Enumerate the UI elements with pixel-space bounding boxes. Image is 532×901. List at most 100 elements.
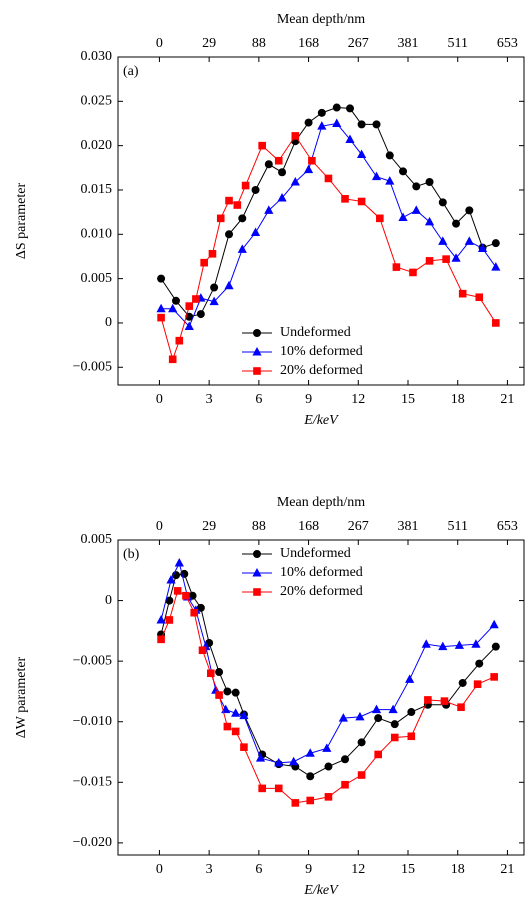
marker (231, 688, 240, 697)
marker (174, 558, 184, 567)
marker (411, 205, 421, 214)
x-tick-label: 18 (451, 862, 465, 877)
legend-marker (252, 347, 262, 356)
y-tick-label: 0.005 (81, 271, 113, 286)
marker (215, 691, 223, 699)
marker (392, 263, 401, 271)
marker (477, 243, 488, 252)
marker (407, 732, 416, 741)
marker (372, 120, 381, 129)
x-tick-label: 3 (206, 862, 213, 877)
marker (251, 185, 260, 194)
marker (438, 641, 448, 651)
marker (241, 181, 250, 190)
marker (231, 727, 240, 736)
y-tick-label: −0.010 (73, 714, 112, 729)
marker (390, 733, 399, 742)
marker (200, 258, 208, 267)
marker (196, 603, 205, 612)
panel-label: (a) (123, 64, 139, 79)
marker (341, 755, 350, 764)
marker (451, 253, 461, 262)
marker (371, 171, 382, 181)
y-tick-label: −0.015 (73, 775, 112, 790)
marker (258, 784, 266, 793)
x-tick-label: 18 (451, 392, 465, 407)
marker (224, 280, 234, 290)
marker (231, 708, 241, 717)
marker (274, 156, 283, 165)
x2-tick-label: 29 (202, 36, 216, 51)
x-tick-label: 6 (255, 392, 262, 407)
x-tick-label: 15 (401, 392, 415, 407)
series-line (160, 590, 495, 804)
legend-label: 10% deformed (280, 565, 363, 580)
marker (291, 132, 300, 140)
x2-tick-label: 0 (156, 36, 163, 51)
marker (332, 118, 342, 127)
marker (424, 696, 432, 704)
x2-tick-label: 168 (298, 519, 319, 534)
marker (357, 149, 367, 159)
marker (385, 176, 395, 185)
marker (425, 257, 434, 265)
marker (475, 659, 484, 668)
legend-marker (252, 568, 262, 577)
marker (215, 668, 224, 677)
marker (491, 642, 500, 651)
legend-label: Undeformed (280, 325, 351, 340)
x2-tick-label: 511 (447, 36, 467, 51)
marker (196, 310, 205, 319)
y-tick-label: 0.005 (81, 532, 113, 547)
marker (185, 302, 194, 310)
x2-tick-label: 88 (252, 519, 266, 534)
marker (237, 244, 247, 253)
series-line (160, 107, 496, 318)
marker (264, 205, 274, 214)
x2-tick-label: 653 (497, 36, 518, 51)
x2-tick-label: 511 (447, 519, 467, 534)
marker (168, 355, 177, 364)
marker (305, 748, 315, 757)
series-line (161, 122, 497, 328)
marker (223, 687, 232, 696)
marker (442, 255, 450, 263)
marker (209, 296, 219, 306)
marker (165, 596, 174, 605)
y-tick-label: −0.005 (73, 359, 112, 374)
marker (424, 216, 435, 226)
x2-tick-label: 381 (398, 36, 419, 51)
x-tick-label: 0 (156, 392, 163, 407)
marker (166, 574, 176, 584)
marker (225, 230, 234, 239)
marker (239, 710, 249, 720)
marker (240, 743, 248, 751)
x2-tick-label: 267 (348, 519, 369, 534)
marker (304, 118, 313, 127)
x-tick-label: 0 (156, 862, 163, 877)
marker (291, 799, 300, 807)
x2-tick-label: 29 (202, 519, 216, 534)
marker (317, 121, 327, 130)
marker (371, 704, 382, 714)
legend-label: 10% deformed (280, 344, 363, 359)
marker (454, 640, 464, 649)
marker (475, 293, 484, 302)
marker (457, 703, 465, 711)
marker (175, 336, 184, 345)
marker (407, 708, 416, 717)
x-tick-label: 6 (255, 862, 262, 877)
marker (388, 704, 398, 714)
marker (491, 239, 500, 248)
marker (308, 156, 316, 165)
legend-label: Undeformed (280, 546, 351, 561)
marker (306, 796, 315, 805)
x-tick-label: 9 (305, 392, 312, 407)
marker (277, 192, 287, 202)
marker (412, 182, 421, 191)
marker (182, 591, 190, 600)
marker (198, 646, 207, 655)
x-axis-label: E/keV (303, 883, 339, 898)
marker (425, 177, 434, 186)
